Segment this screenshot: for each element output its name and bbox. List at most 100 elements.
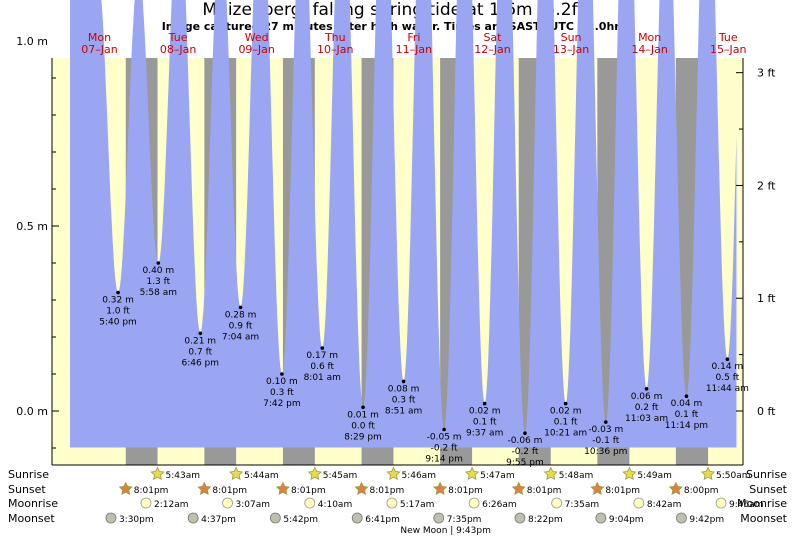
sun-star-icon [354, 481, 369, 496]
row-time: 5:46am [401, 471, 436, 481]
extreme-label: 11:14 pm [665, 421, 708, 431]
extreme-dot [238, 305, 243, 310]
sun-star-icon [433, 481, 448, 496]
moon-icon [595, 512, 607, 524]
moon-icon [633, 497, 645, 509]
moon-icon [468, 497, 480, 509]
extreme-label: 0.1 ft [554, 418, 578, 428]
day-name: Mon [638, 31, 661, 44]
extreme-dot [280, 372, 284, 376]
sun-star-icon [197, 481, 212, 496]
extreme-dot [644, 387, 649, 391]
extreme-label: 8:29 pm [344, 432, 382, 442]
day-name: Sun [561, 31, 582, 44]
extreme-label: 8:51 am [385, 406, 422, 416]
extreme-label: 0.14 m [712, 362, 744, 372]
left-tick-label: 0.0 m [16, 405, 48, 418]
moon-icon [304, 497, 316, 509]
extreme-label: 0.10 m [266, 377, 298, 387]
row-time: 8:01pm [527, 486, 562, 496]
row-time: 8:01pm [448, 486, 483, 496]
extreme-label: -0.2 ft [511, 447, 538, 457]
extreme-label: 0.17 m [306, 351, 338, 361]
chart-axes: 0.0 m0.5 m1.0 m1.5 m0 ft1 ft2 ft3 ft4 ft… [16, 35, 776, 466]
extreme-label: 0.1 ft [473, 418, 497, 428]
extreme-label: 0.6 ft [310, 362, 334, 372]
day-labels: Mon07–JanTue08–JanWed09–JanThu10–JanFri1… [81, 31, 746, 56]
row-time: 3:07am [236, 500, 270, 510]
extreme-label: 10:21 am [544, 429, 587, 439]
day-name: Tue [718, 31, 738, 44]
row-time: 5:43am [166, 471, 201, 481]
day-date: 10–Jan [317, 43, 353, 56]
row-time: 8:22pm [528, 515, 563, 525]
day-name: Sat [483, 31, 502, 44]
extreme-label: -0.05 m [427, 433, 462, 443]
moon-icon [676, 512, 687, 524]
extreme-dot [684, 394, 689, 399]
left-tick-label: 0.5 m [16, 220, 48, 233]
row-time: 9:42pm [689, 515, 724, 525]
day-date: 13–Jan [553, 43, 589, 56]
row-time: 6:26am [482, 500, 516, 510]
extreme-label: 0.9 ft [229, 321, 253, 331]
extreme-dot [523, 431, 527, 436]
extreme-label: 0.21 m [184, 336, 216, 346]
sun-star-icon [386, 466, 401, 481]
row-time: 8:42am [647, 500, 682, 510]
extreme-dot [401, 379, 406, 384]
extreme-label: 0.01 m [347, 410, 379, 420]
row-time: 8:00pm [684, 486, 719, 496]
row-time: 5:48am [559, 471, 594, 481]
extreme-dot [198, 331, 203, 336]
row-time: 7:35am [565, 500, 600, 510]
day-name: Mon [88, 31, 111, 44]
sun-star-icon [622, 466, 637, 481]
sun-star-icon [511, 481, 526, 496]
extreme-label: -0.2 ft [431, 444, 458, 454]
tide-curve [70, 0, 737, 448]
extreme-label: 0.02 m [550, 407, 582, 417]
extreme-label: 7:04 am [222, 332, 259, 342]
right-tick-label: 3 ft [757, 67, 776, 80]
extreme-label: 6:46 pm [181, 358, 219, 368]
chart-subtitle: Image captured 27 minutes after high wat… [161, 20, 632, 33]
row-label-right: Moonset [740, 512, 787, 525]
extreme-label: 7:42 pm [263, 399, 301, 409]
moon-icon [351, 512, 363, 524]
row-time: 5:49am [637, 471, 672, 481]
day-date: 14–Jan [631, 43, 667, 56]
moon-icon [551, 497, 563, 509]
new-moon-label: New Moon | 9:43pm [400, 526, 490, 536]
sun-star-icon [465, 466, 480, 481]
moon-icon [269, 512, 281, 524]
sun-star-icon [543, 466, 558, 481]
extreme-label: 0.32 m [102, 296, 134, 306]
day-date: 11–Jan [396, 43, 432, 56]
extreme-label: -0.1 ft [592, 436, 619, 446]
right-tick-label: 1 ft [757, 292, 776, 305]
left-tick-label: 1.0 m [16, 35, 48, 48]
row-time: 3:30pm [119, 515, 154, 525]
extreme-dot [563, 401, 568, 406]
row-time: 8:01pm [370, 486, 405, 496]
extreme-label: 11:44 am [706, 384, 749, 394]
moon-icon [433, 512, 445, 524]
sun-star-icon [229, 466, 244, 481]
extreme-label: 9:37 am [466, 429, 503, 439]
sun-star-icon [275, 481, 290, 496]
right-tick-label: 0 ft [757, 405, 776, 418]
row-time: 5:17am [400, 500, 435, 510]
moon-icon [222, 497, 233, 509]
row-label-right: Moonrise [737, 497, 787, 510]
extreme-label: 9:55 pm [506, 458, 544, 468]
extreme-label: 0.7 ft [188, 347, 212, 357]
extreme-label: 1.3 ft [146, 277, 170, 287]
extreme-dot [320, 346, 325, 350]
extreme-label: 5:40 pm [99, 318, 137, 328]
moon-icon [105, 512, 117, 524]
extreme-label: 0.0 ft [351, 421, 375, 431]
moon-icon [140, 497, 152, 509]
extreme-label: 0.02 m [469, 407, 501, 417]
